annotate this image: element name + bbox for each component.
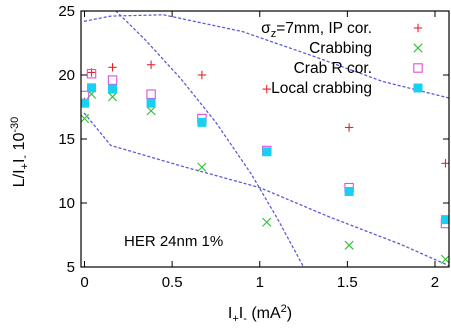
legend-marker-2 — [413, 43, 423, 53]
y-axis-label: L/I+I- 10-30 — [9, 117, 31, 188]
data-point-series-4 — [108, 84, 118, 94]
data-point-series-2-b — [197, 162, 207, 172]
data-point-series-4 — [146, 98, 156, 108]
y-tick-label: 5 — [67, 259, 75, 276]
legend-marker-4 — [413, 83, 423, 93]
data-point-series-2 — [197, 162, 207, 172]
y-tick-label: 20 — [58, 67, 75, 84]
x-tick-label: 1.5 — [337, 274, 358, 291]
data-point-series-2 — [344, 240, 354, 250]
x-tick-label: 0 — [80, 274, 88, 291]
x-tick-label: 2 — [431, 274, 439, 291]
data-markers — [81, 60, 449, 264]
data-point-series-2 — [146, 106, 156, 116]
data-point-series-2 — [107, 92, 118, 102]
data-point-series-4 — [197, 117, 207, 127]
plot-frame — [80, 10, 450, 268]
y-tick-label: 10 — [58, 195, 75, 212]
data-point-series-2 — [440, 254, 449, 264]
legend-label-2: Crabbing — [309, 40, 372, 57]
contour-line-1 — [83, 14, 449, 99]
data-point-series-1 — [344, 123, 354, 132]
y-tick-label: 25 — [58, 3, 75, 20]
data-point-series-4 — [87, 83, 97, 93]
contour-line-2 — [83, 112, 449, 267]
y-tick-label: 15 — [58, 131, 75, 148]
data-point-series-2-b — [146, 106, 156, 116]
data-point-series-4 — [81, 98, 90, 108]
legend-label-rest: =7mm, IP cor. — [276, 20, 372, 37]
data-point-series-3 — [86, 68, 97, 79]
legend-marker-1 — [413, 23, 423, 33]
data-point-series-2 — [262, 217, 272, 227]
legend-label-3: Crab R cor. — [294, 60, 372, 77]
data-point-series-1 — [262, 84, 271, 94]
data-point-series-2-b — [440, 255, 449, 264]
data-point-series-2 — [81, 113, 90, 124]
data-point-series-2-b — [262, 217, 272, 227]
data-point-series-1 — [146, 60, 156, 69]
x-axis-label: I+I- (mA2) — [228, 303, 292, 325]
legend-marker-2-b — [413, 43, 423, 53]
data-point-series-3 — [107, 75, 118, 85]
data-point-series-2-b — [344, 240, 354, 250]
data-point-series-4 — [344, 186, 354, 196]
legend-label-main: σ — [261, 20, 271, 37]
legend-label-sub: z — [271, 28, 277, 40]
data-point-series-1 — [108, 63, 117, 72]
data-point-series-2-b — [81, 113, 90, 123]
legend-label-1: σz=7mm, IP cor. — [261, 20, 372, 40]
contour-lines — [83, 11, 449, 267]
legend-marker-3 — [413, 63, 423, 73]
legend-label-4: Local crabbing — [271, 80, 372, 97]
annotation-label: HER 24nm 1% — [124, 233, 223, 250]
data-point-series-4 — [440, 215, 449, 225]
data-point-series-2-b — [107, 92, 118, 102]
data-point-series-4 — [262, 147, 272, 157]
data-point-series-3 — [146, 89, 156, 99]
x-tick-label: 0.5 — [162, 274, 183, 291]
data-point-series-1 — [441, 159, 449, 168]
data-point-series-1 — [197, 70, 207, 80]
x-tick-label: 1 — [256, 274, 264, 291]
contour-line-3 — [115, 11, 305, 267]
